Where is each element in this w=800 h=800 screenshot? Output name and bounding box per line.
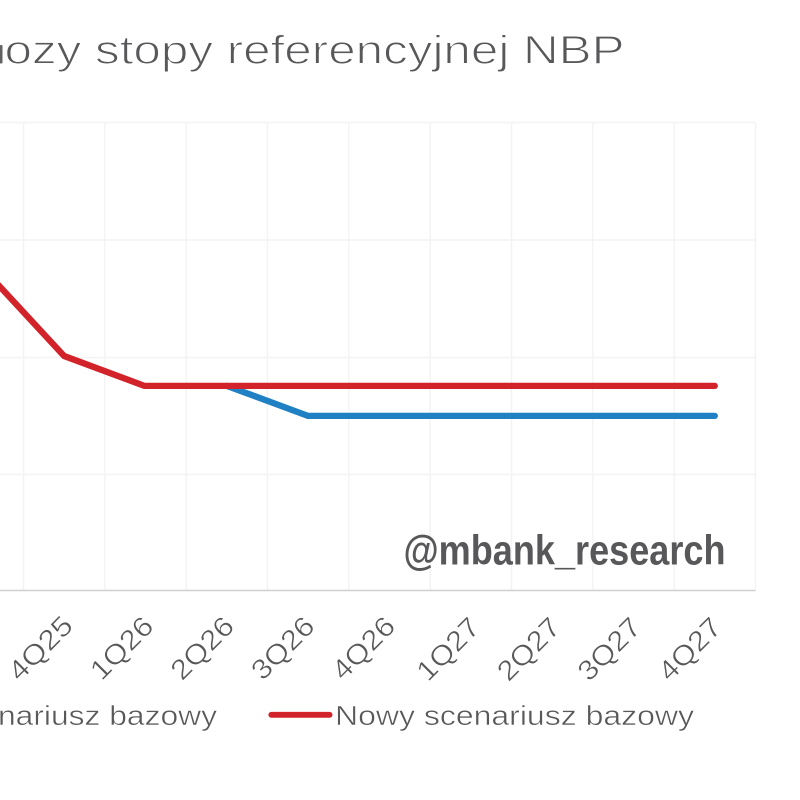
svg-text:3Q26: 3Q26 — [245, 610, 321, 686]
svg-text:Nowy scenariusz bazowy: Nowy scenariusz bazowy — [335, 700, 694, 731]
svg-text:@mbank_research: @mbank_research — [404, 527, 726, 574]
svg-text:2Q27: 2Q27 — [491, 611, 567, 687]
svg-text:1Q26: 1Q26 — [84, 610, 160, 686]
svg-text:nariusz bazowy: nariusz bazowy — [0, 700, 217, 731]
svg-text:ozy stopy referencyjnej NBP: ozy stopy referencyjnej NBP — [5, 29, 625, 73]
svg-text:4Q25: 4Q25 — [2, 610, 79, 687]
svg-text:2Q26: 2Q26 — [164, 610, 240, 686]
svg-text:4Q26: 4Q26 — [326, 610, 402, 686]
svg-text:3Q27: 3Q27 — [571, 611, 647, 687]
svg-text:4Q27: 4Q27 — [652, 611, 728, 687]
svg-text:1Q27: 1Q27 — [410, 611, 486, 687]
